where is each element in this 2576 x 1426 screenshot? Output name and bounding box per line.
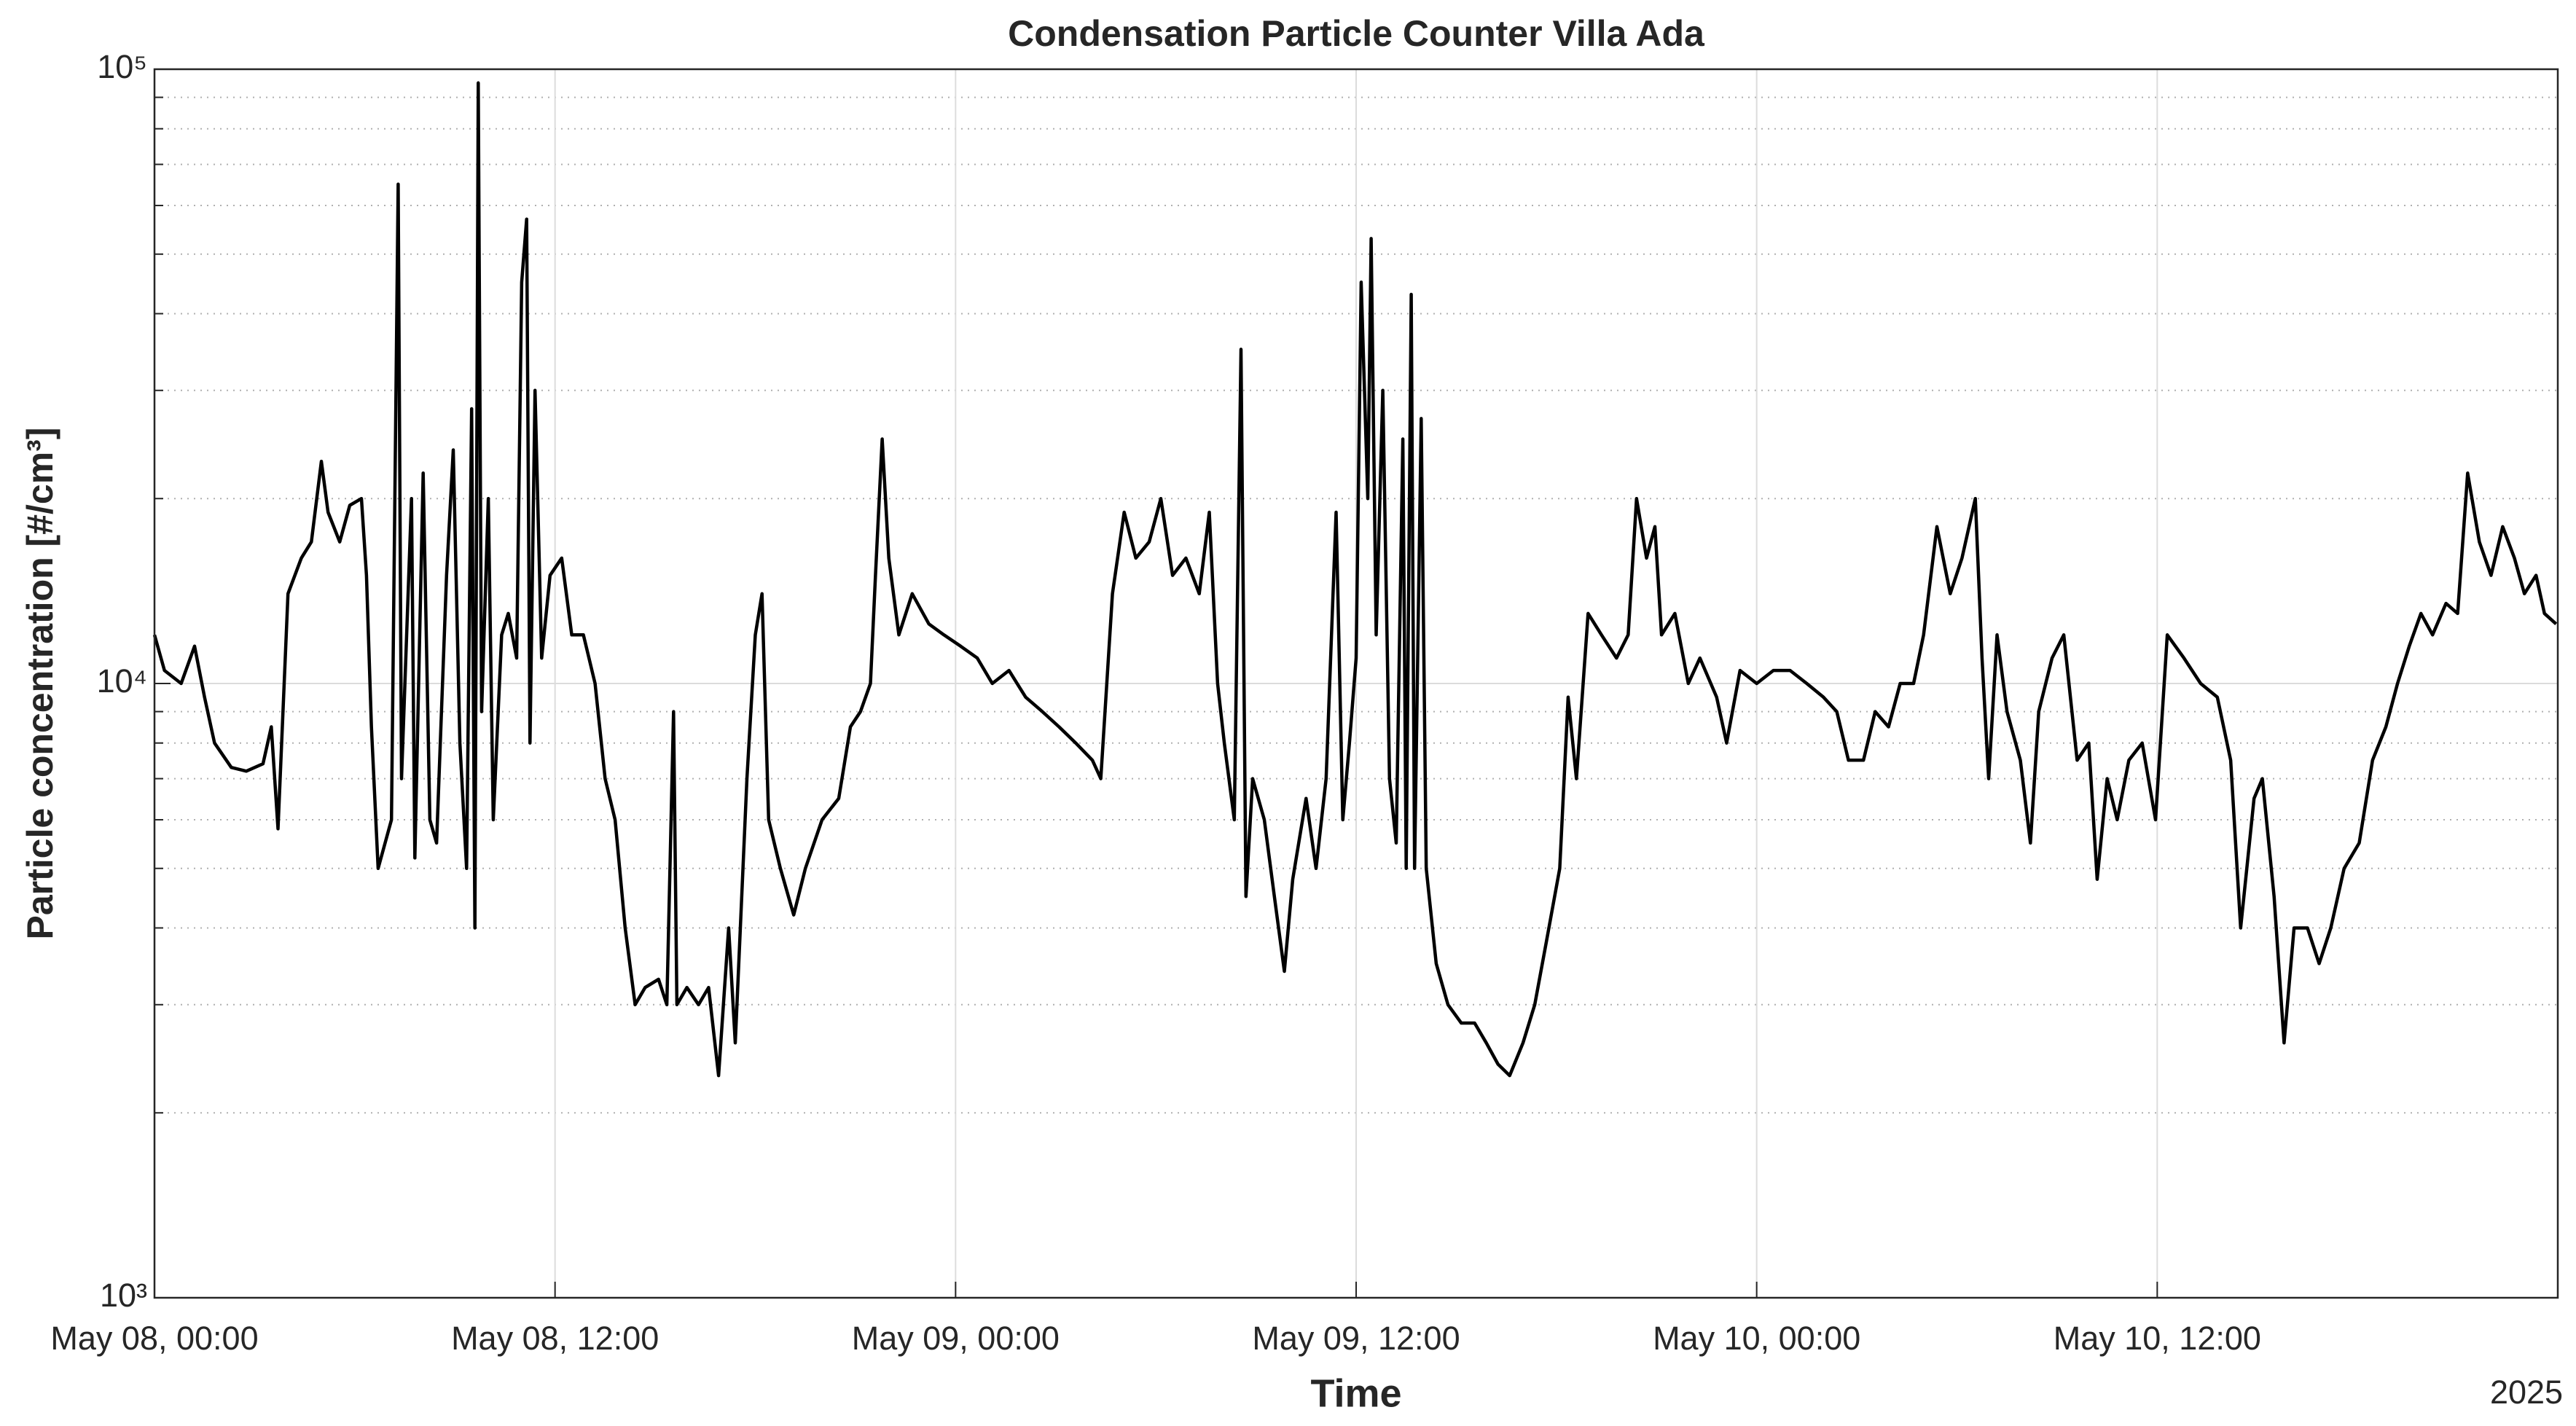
x-tick-label: May 09, 12:00 bbox=[1252, 1320, 1460, 1357]
y-tick-label: 10⁵ bbox=[97, 48, 147, 85]
x-year-label: 2025 bbox=[2490, 1374, 2563, 1411]
plot-frame bbox=[153, 68, 2559, 1299]
y-tick-label: 10⁴ bbox=[97, 662, 147, 700]
y-axis-label: Particle concentration [#/cm³] bbox=[20, 428, 60, 940]
x-tick-label: May 09, 00:00 bbox=[852, 1320, 1060, 1357]
x-tick-label: May 08, 00:00 bbox=[50, 1320, 258, 1357]
x-tick-label: May 10, 00:00 bbox=[1653, 1320, 1860, 1357]
x-tick-label: May 10, 12:00 bbox=[2054, 1320, 2261, 1357]
x-axis-label: Time bbox=[1310, 1371, 1401, 1415]
y-tick-label: 10³ bbox=[100, 1277, 147, 1314]
data-line bbox=[152, 81, 2558, 1078]
x-tick-label: May 08, 12:00 bbox=[451, 1320, 659, 1357]
chart-title: Condensation Particle Counter Villa Ada bbox=[1008, 13, 1705, 54]
